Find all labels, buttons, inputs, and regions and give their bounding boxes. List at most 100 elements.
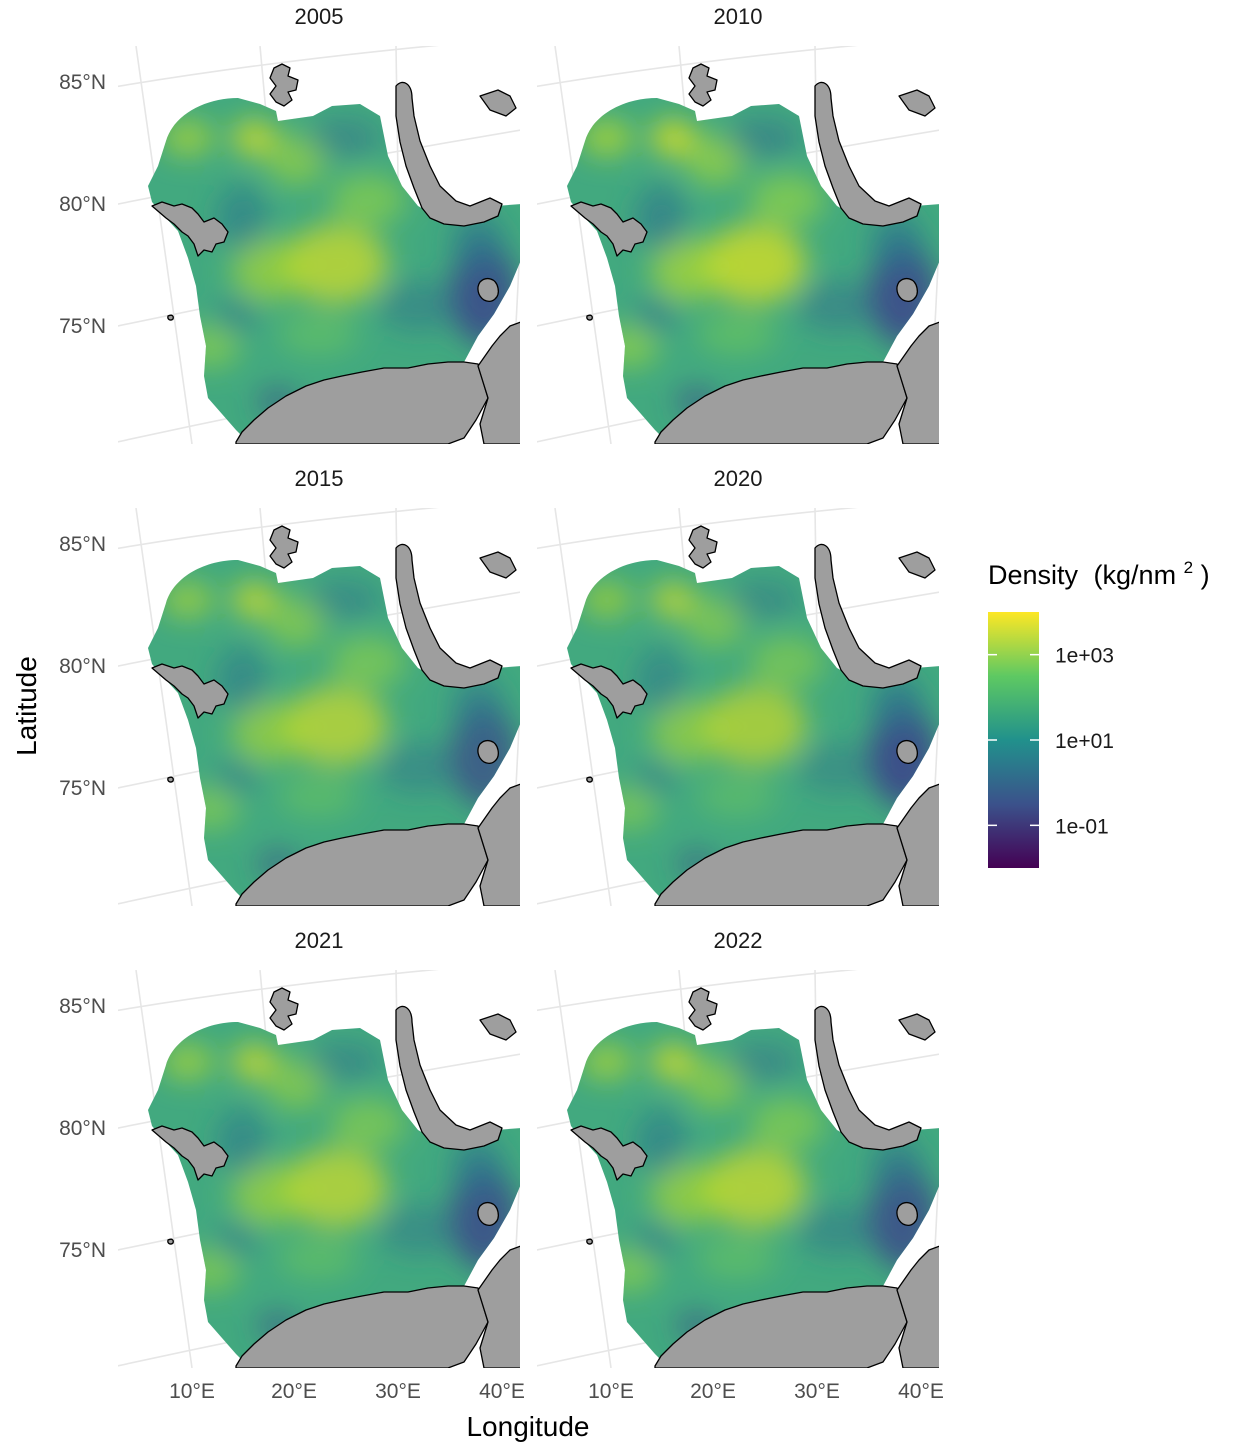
- density-patch: [378, 280, 458, 332]
- landmass: [814, 1005, 922, 1151]
- legend-tick-label: 1e+03: [1055, 645, 1114, 668]
- landmass: [896, 1245, 939, 1368]
- density-patch: [162, 120, 214, 156]
- landmass: [688, 63, 718, 107]
- facet-panel-2020: 2020: [537, 466, 939, 906]
- landmass: [814, 543, 922, 689]
- landmass: [477, 1201, 499, 1226]
- graticule-line: [135, 970, 193, 1368]
- landmass: [896, 321, 939, 444]
- y-tick-label: 75°N: [59, 1239, 106, 1262]
- facet-panel-2015: 2015: [118, 466, 520, 906]
- density-patch: [703, 686, 807, 766]
- landmass: [688, 525, 718, 569]
- density-patch: [749, 1098, 825, 1150]
- density-patch: [633, 760, 677, 796]
- density-patch: [214, 760, 258, 796]
- density-patch: [725, 580, 801, 620]
- graticule-line: [118, 508, 440, 550]
- landmass: [167, 776, 174, 783]
- density-patch: [162, 1044, 214, 1080]
- density-patch-low: [452, 212, 504, 272]
- graticule-line: [537, 508, 859, 550]
- graticule-line: [554, 46, 612, 444]
- landmass: [479, 1013, 517, 1041]
- density-patch: [306, 1042, 382, 1082]
- density-patch: [581, 582, 633, 618]
- landmass: [570, 1125, 648, 1181]
- landmass: [395, 1005, 503, 1151]
- landmass: [814, 81, 922, 227]
- facet-panel-2005: 2005: [118, 4, 520, 444]
- density-patch: [725, 118, 801, 158]
- density-patch: [749, 174, 825, 226]
- legend-title-exp: 2: [1184, 558, 1193, 577]
- landmass: [896, 277, 918, 302]
- density-patch: [703, 1148, 807, 1228]
- legend-title-text: Density: [988, 560, 1079, 590]
- facet-title: 2022: [714, 928, 763, 953]
- density-patch: [378, 1204, 458, 1256]
- x-axis-title: Longitude: [466, 1411, 589, 1442]
- landmass: [479, 89, 517, 117]
- density-patch: [232, 1162, 304, 1226]
- density-patch: [703, 224, 807, 304]
- y-tick-label: 85°N: [59, 71, 106, 94]
- density-patch-low: [871, 212, 923, 272]
- landmass: [896, 739, 918, 764]
- landmass: [167, 1238, 174, 1245]
- density-patch: [162, 582, 214, 618]
- legend-title: Density (kg/nm 2 ): [988, 549, 1210, 590]
- facet-title: 2015: [295, 466, 344, 491]
- land: [570, 987, 939, 1368]
- density-patch-low: [452, 674, 504, 734]
- density-patch: [651, 120, 695, 156]
- density-patch: [697, 776, 777, 816]
- density-patch: [330, 174, 406, 226]
- landmass: [896, 1201, 918, 1226]
- y-tick-label: 85°N: [59, 995, 106, 1018]
- density-patch: [232, 700, 304, 764]
- landmass: [688, 987, 718, 1031]
- landmass: [269, 63, 299, 107]
- facet-title: 2020: [714, 466, 763, 491]
- density-patch: [797, 280, 877, 332]
- x-tick-label: 10°E: [169, 1380, 215, 1403]
- density-patch: [330, 636, 406, 688]
- density-patch: [581, 120, 633, 156]
- density-patch-low: [452, 1136, 504, 1196]
- density-patch: [278, 776, 358, 816]
- landmass: [570, 663, 648, 719]
- graticule-line: [135, 508, 193, 906]
- landmass: [477, 277, 499, 302]
- graticule-line: [118, 970, 440, 1012]
- x-tick-label: 10°E: [588, 1380, 634, 1403]
- landmass: [151, 663, 229, 719]
- density-patch: [749, 636, 825, 688]
- landmass: [269, 525, 299, 569]
- landmass: [654, 1285, 908, 1368]
- density-patch: [697, 1238, 777, 1278]
- density-patch: [635, 184, 687, 252]
- density-patch: [725, 1042, 801, 1082]
- density-patch: [633, 1222, 677, 1258]
- x-tick-label: 20°E: [690, 1380, 736, 1403]
- y-axis-ticks: 85°N 80°N 75°N 85°N 80°N 75°N 85°N 80°N 75°N: [59, 71, 106, 1262]
- density-patch: [651, 238, 723, 302]
- graticule-line: [135, 46, 193, 444]
- density-patch: [278, 1238, 358, 1278]
- legend-tick-label: 1e-01: [1055, 815, 1109, 838]
- graticule-line: [118, 46, 440, 88]
- x-tick-label: 40°E: [479, 1380, 525, 1403]
- land: [151, 987, 520, 1368]
- density-patch-low: [871, 674, 923, 734]
- landmass: [151, 1125, 229, 1181]
- density-patch: [797, 1204, 877, 1256]
- density-patch: [284, 1148, 388, 1228]
- x-tick-label: 30°E: [794, 1380, 840, 1403]
- landmass: [235, 361, 489, 444]
- density-patch: [651, 582, 695, 618]
- facet-title: 2005: [295, 4, 344, 29]
- density-patch: [651, 700, 723, 764]
- y-tick-label: 80°N: [59, 1117, 106, 1140]
